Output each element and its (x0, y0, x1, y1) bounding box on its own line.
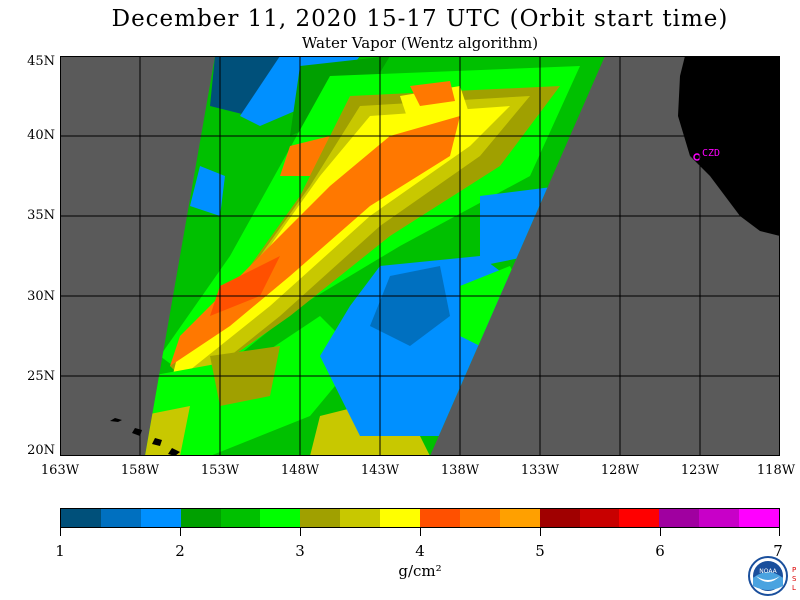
color-scale-bar (60, 508, 780, 528)
swath-data (145, 56, 605, 456)
noaa-logo-text: NOAA (759, 568, 777, 575)
colorbar-swatch (260, 509, 301, 527)
lat-label-35n: 35N (27, 208, 55, 223)
units-label: g/cm² (398, 562, 442, 580)
colorbar-tick (540, 528, 541, 536)
colorbar-tick (180, 528, 181, 536)
colorbar-label-7: 7 (773, 542, 783, 560)
lon-label-118w: 118W (756, 463, 796, 478)
colorbar-swatch (340, 509, 381, 527)
colorbar-tick (60, 528, 61, 536)
lat-label-45n: 45N (27, 54, 55, 69)
colorbar-swatch (579, 509, 620, 527)
colorbar-swatch (220, 509, 261, 527)
chart-title: December 11, 2020 15-17 UTC (Orbit start… (111, 6, 729, 32)
lat-label-25n: 25N (27, 369, 55, 384)
psl-letter-s: S (792, 575, 797, 583)
colorbar-swatch (61, 509, 101, 527)
lon-label-138w: 138W (440, 463, 480, 478)
lon-label-143w: 143W (360, 463, 400, 478)
colorbar-label-1: 1 (55, 542, 65, 560)
colorbar-label-3: 3 (295, 542, 305, 560)
noaa-logo: NOAA (748, 556, 788, 596)
colorbar-label-5: 5 (535, 542, 545, 560)
colorbar-tick (660, 528, 661, 536)
lat-label-40n: 40N (27, 128, 55, 143)
colorbar-swatch (100, 509, 141, 527)
colorbar-tick (420, 528, 421, 536)
colorbar-swatch (459, 509, 500, 527)
colorbar-label-4: 4 (415, 542, 425, 560)
psl-letter-l: L (792, 584, 796, 592)
colorbar-swatch (420, 509, 460, 527)
colorbar-swatch (300, 509, 341, 527)
lon-label-133w: 133W (520, 463, 560, 478)
lon-label-148w: 148W (280, 463, 320, 478)
colorbar-label-2: 2 (175, 542, 185, 560)
colorbar-swatch (699, 509, 740, 527)
lat-label-30n: 30N (27, 289, 55, 304)
colorbar-swatch (659, 509, 700, 527)
colorbar-swatch (499, 509, 540, 527)
lon-label-123w: 123W (680, 463, 720, 478)
map-grid (60, 56, 780, 456)
colorbar-swatch (619, 509, 660, 527)
lon-label-163w: 163W (40, 463, 80, 478)
colorbar-tick (300, 528, 301, 536)
lat-label-20n: 20N (27, 443, 55, 458)
colorbar-swatch (140, 509, 181, 527)
colorbar-label-6: 6 (655, 542, 665, 560)
psl-letter-p: P (792, 566, 797, 574)
map-svg: CZD (60, 56, 780, 456)
lon-label-128w: 128W (600, 463, 640, 478)
psl-logo-text: P S L (792, 566, 796, 593)
colorbar-swatch (539, 509, 580, 527)
chart-subtitle: Water Vapor (Wentz algorithm) (301, 34, 539, 52)
colorbar-tick (779, 528, 780, 536)
lon-label-158w: 158W (120, 463, 160, 478)
colorbar-swatch (380, 509, 421, 527)
colorbar-swatch (180, 509, 221, 527)
station-label: CZD (702, 148, 720, 159)
lon-label-153w: 153W (200, 463, 240, 478)
water-vapor-map: CZD (60, 56, 780, 456)
coastline-land (678, 56, 780, 236)
colorbar-swatch (739, 509, 780, 527)
